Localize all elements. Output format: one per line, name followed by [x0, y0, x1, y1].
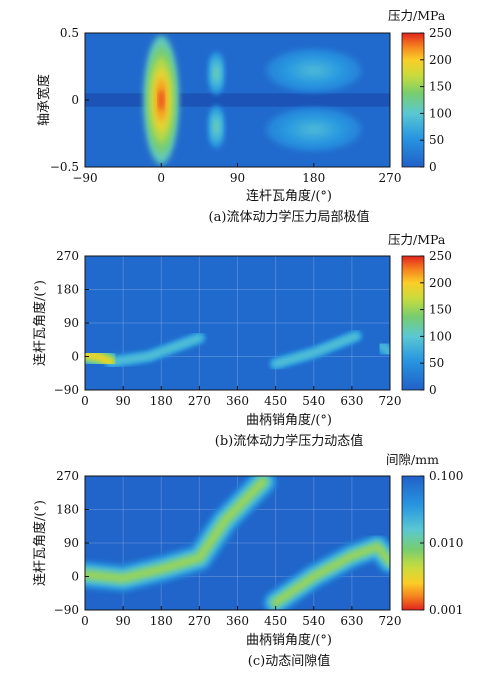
colorbar-tick-label: 0.010 — [429, 536, 463, 550]
ridge-2 — [274, 334, 358, 366]
x-tick-label: 90 — [115, 614, 130, 628]
y-tick-label: 0 — [71, 93, 79, 107]
x-tick-label: 180 — [150, 394, 173, 408]
ridge-4 — [379, 343, 390, 355]
colorbar-tick-label: 50 — [429, 356, 444, 370]
colorbar-tick-label: 250 — [429, 249, 452, 263]
y-tick-label: 90 — [64, 316, 79, 330]
x-tick-label: 720 — [379, 614, 402, 628]
x-tick-label: 0 — [157, 171, 165, 185]
y-tick-label: 270 — [56, 249, 79, 263]
x-tick-label: 720 — [379, 394, 402, 408]
x-tick-label: 0 — [81, 394, 89, 408]
chart-panel-2: 0 90 180 270 360 450 540 630 720270180900−90曲柄销角… — [32, 232, 452, 449]
x-tick-label: 90 — [115, 394, 130, 408]
y-tick-label: −90 — [54, 603, 79, 617]
y-axis-label: 连杆瓦角度/(°) — [32, 500, 48, 586]
pressure-blob-1 — [158, 89, 165, 111]
figure-caption: (a)流体动力学压力局部极值 — [209, 209, 370, 225]
colorbar — [401, 32, 425, 168]
heatmap-field — [85, 256, 390, 390]
y-tick-label: 90 — [64, 536, 79, 550]
x-tick-label: 180 — [150, 614, 173, 628]
plot-background — [85, 256, 390, 390]
y-tick-label: 0 — [71, 350, 79, 364]
colorbar-tick-label: 0 — [429, 160, 437, 174]
pressure-blob-3 — [214, 123, 218, 131]
colorbar-tick-label: 50 — [429, 133, 444, 147]
ridge-1 — [85, 478, 266, 582]
x-tick-label: −90 — [72, 171, 97, 185]
x-tick-label: 270 — [188, 394, 211, 408]
colorbar-tick-label: 0.100 — [429, 469, 463, 483]
x-axis-label: 曲柄销角度/(°) — [246, 412, 332, 428]
y-tick-label: 0.5 — [60, 26, 79, 40]
y-tick-label: 0 — [71, 570, 79, 584]
chart-panel-3: 0 90 180 270 360 450 540 630 720270180900−90曲柄销角… — [32, 452, 463, 669]
ridge-2 — [273, 544, 390, 606]
y-tick-label: 180 — [56, 503, 79, 517]
y-tick-label: −90 — [54, 383, 79, 397]
y-tick-label: −0.5 — [50, 160, 79, 174]
x-tick-label: 360 — [226, 394, 249, 408]
colorbar-tick-label: 150 — [429, 80, 452, 94]
colorbar-tick-label: 100 — [429, 329, 452, 343]
x-tick-label: 270 — [379, 171, 402, 185]
colorbar-tick-label: 150 — [429, 303, 452, 317]
x-tick-label: 450 — [264, 614, 287, 628]
heatmap-field — [85, 35, 390, 165]
colorbar-title: 间隙/mm — [386, 452, 439, 467]
x-tick-label: 450 — [264, 394, 287, 408]
x-tick-label: 360 — [226, 614, 249, 628]
colorbar-tick-label: 200 — [429, 276, 452, 290]
y-axis-label: 连杆瓦角度/(°) — [32, 280, 48, 366]
x-tick-label: 540 — [302, 394, 325, 408]
pressure-blob-4 — [305, 66, 322, 75]
center-band — [85, 93, 390, 107]
colorbar — [401, 255, 425, 391]
x-tick-label: 270 — [188, 614, 211, 628]
x-tick-label: 630 — [340, 614, 363, 628]
figure-caption: (c)动态间隙值 — [248, 653, 330, 669]
heatmap-field — [85, 476, 390, 610]
chart-panel-1: −90 0 90 180 270 0.5 0 −0.5 连杆瓦角度/(°) 轴承宽度 (a)流体动力… — [36, 8, 452, 225]
x-axis-label: 连杆瓦角度/(°) — [246, 188, 332, 204]
x-tick-label: 180 — [302, 171, 325, 185]
x-tick-label: 90 — [230, 171, 245, 185]
figure-caption: (b)流体动力学压力动态值 — [215, 433, 363, 449]
colorbar-title: 压力/MPa — [388, 232, 446, 247]
pressure-blob-2 — [214, 69, 218, 77]
colorbar-tick-label: 100 — [429, 106, 452, 120]
colorbar-title: 压力/MPa — [388, 8, 446, 23]
x-tick-label: 630 — [340, 394, 363, 408]
colorbar-tick-label: 250 — [429, 26, 452, 40]
colorbar-tick-label: 0 — [429, 383, 437, 397]
ridge-3 — [85, 352, 113, 364]
y-axis-label: 轴承宽度 — [36, 74, 52, 126]
y-tick-label: 180 — [56, 283, 79, 297]
x-tick-label: 540 — [302, 614, 325, 628]
x-tick-label: 0 — [81, 614, 89, 628]
ridge-1 — [109, 336, 201, 364]
pressure-blob-5 — [305, 125, 322, 134]
y-tick-label: 270 — [56, 469, 79, 483]
colorbar-tick-label: 200 — [429, 53, 452, 67]
colorbar-tick-label: 0.001 — [429, 603, 463, 617]
x-axis-label: 曲柄销角度/(°) — [246, 632, 332, 648]
